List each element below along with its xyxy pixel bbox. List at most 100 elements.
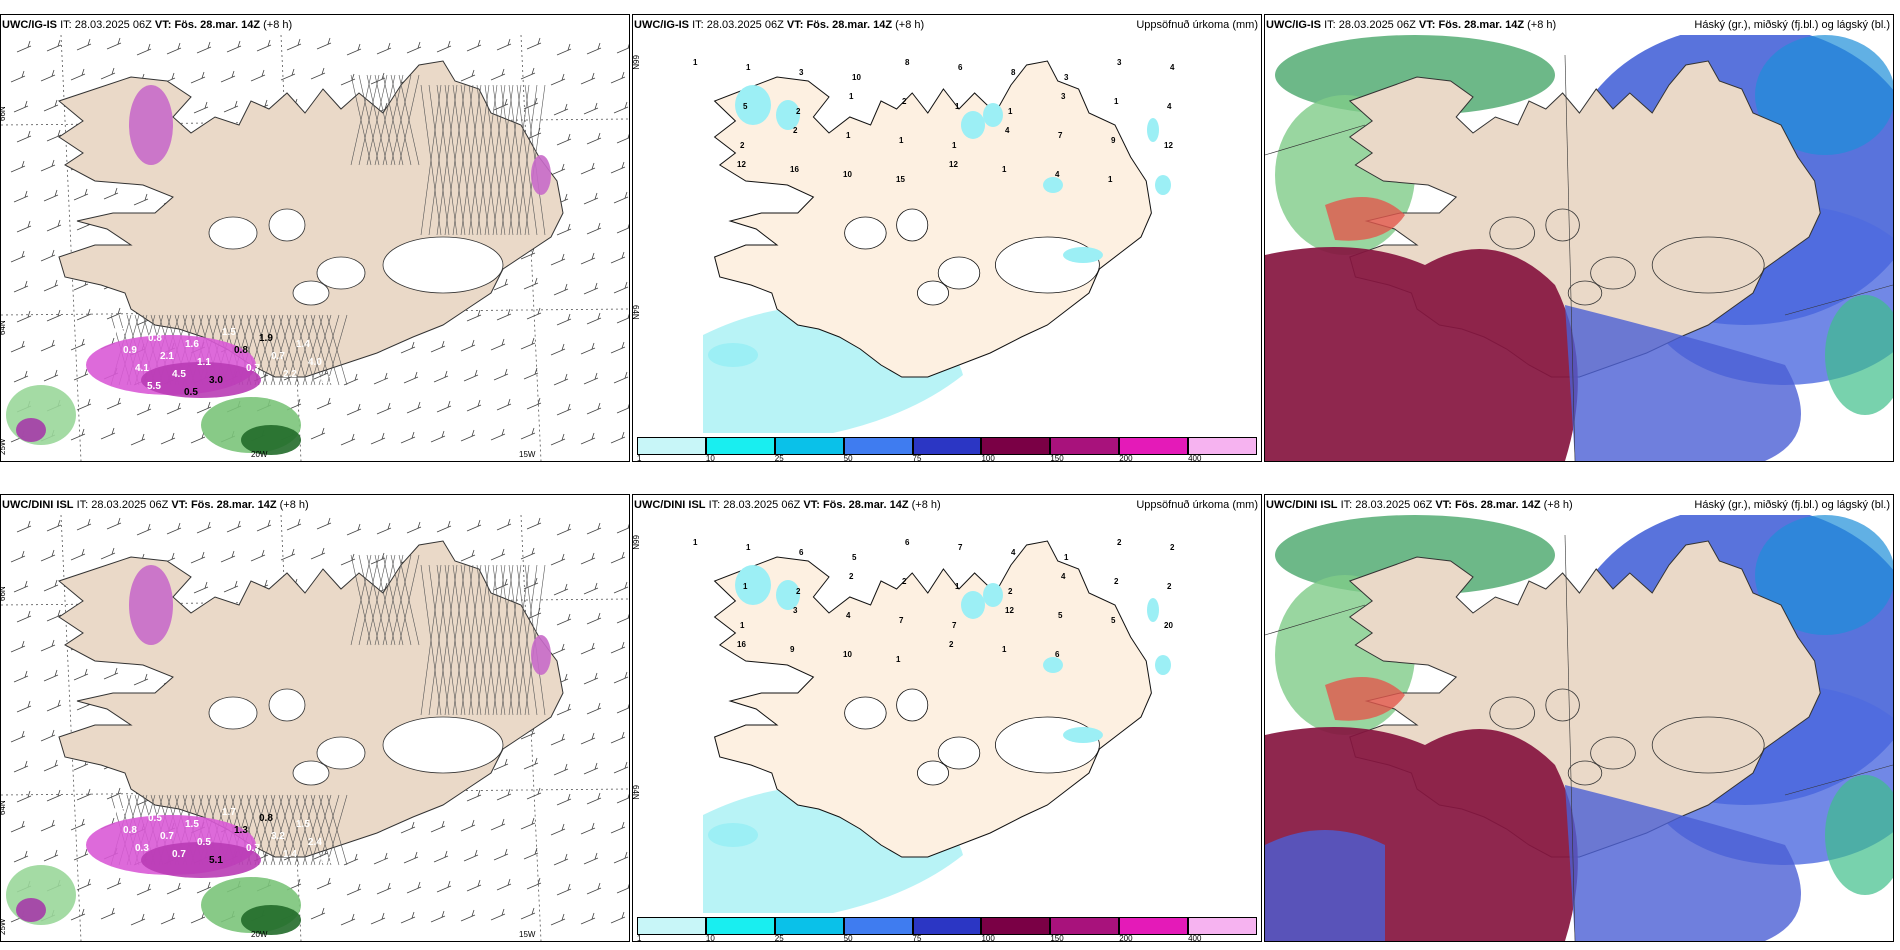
precip-value: 12 [1005, 606, 1014, 615]
precip-patch [708, 823, 758, 847]
wind-barb [556, 703, 572, 716]
iceland-land [57, 540, 564, 858]
wind-barb [610, 341, 626, 354]
precip-value: 4 [1011, 548, 1016, 557]
precip-value: 1 [1114, 97, 1119, 106]
wind-barb [106, 877, 122, 890]
valid-label: VT: [786, 19, 804, 31]
wind-barb [490, 818, 506, 831]
wind-barb [496, 398, 512, 411]
hatch-line [484, 84, 506, 236]
hatch-line [382, 74, 404, 166]
precip-value: 3 [799, 68, 804, 77]
wind-barb [376, 42, 392, 55]
wind-barb [496, 38, 512, 51]
wind-barb [13, 280, 29, 293]
cloud-area [1755, 35, 1893, 155]
wind-barb [160, 912, 176, 925]
colorbar-tick: 1 [637, 454, 642, 462]
cloud-map [1265, 35, 1893, 461]
hatch-line [492, 564, 514, 716]
precip-value: 1 [952, 141, 957, 150]
precip-value: 1 [849, 92, 854, 101]
precip-patch [1043, 657, 1063, 673]
gust-value: 0.9 [123, 345, 137, 356]
gust-value: 0.8 [148, 333, 162, 344]
colorbar-tick: 25 [774, 454, 784, 462]
lon-label: 25W [1, 918, 7, 935]
wind-barb [616, 403, 629, 414]
wind-barb [40, 249, 56, 262]
glacier [292, 760, 330, 786]
wind-barb [10, 730, 26, 743]
wind-barb [70, 68, 86, 81]
country-lines [1265, 54, 1893, 461]
wind-barb [73, 848, 89, 861]
wind-barb [40, 159, 56, 172]
wind-barb [586, 42, 602, 55]
wind-barb [40, 549, 56, 562]
colorbar-tick: 200 [1119, 934, 1133, 942]
wind-barb [133, 193, 149, 206]
wind-barb [43, 579, 59, 592]
wind-barb [556, 793, 572, 806]
wind-barb [610, 641, 626, 654]
glacier [292, 280, 330, 306]
wind-barb [76, 308, 92, 321]
wind-barb [250, 69, 266, 82]
wind-barb [340, 913, 356, 926]
wind-barb [76, 878, 92, 891]
gust-area [241, 425, 301, 455]
wind-barb [430, 340, 446, 353]
gust-shading [6, 85, 551, 455]
valid-time: Fös. 28.mar. 14Z [1438, 19, 1525, 31]
precip-panel-bottom: UWC/DINI ISL IT: 28.03.2025 06Z VT: Fös.… [632, 494, 1262, 942]
hatch-line [492, 84, 514, 236]
wind-barb [310, 907, 326, 920]
gust-value: 1.5 [185, 819, 199, 830]
gust-value: 5.5 [147, 381, 161, 392]
precip-value: 7 [952, 621, 957, 630]
precip-value: 7 [899, 616, 904, 625]
glacier [382, 716, 504, 774]
glacier [316, 736, 366, 770]
cloud-title: Háský (gr.), miðský (fj.bl.) og lágský (… [1694, 19, 1890, 31]
panel-header: UWC/IG-IS IT: 28.03.2025 06Z VT: Fös. 28… [1, 15, 629, 35]
valid-label: VT: [803, 499, 820, 511]
gust-value: 4.1 [135, 363, 149, 374]
dense-cloud-area [1325, 677, 1405, 721]
wind-barb [580, 72, 596, 85]
boundary-line [1564, 534, 1576, 941]
dense-cloud-area [1265, 830, 1385, 941]
wind-barb [340, 433, 356, 446]
wind-barb [46, 609, 62, 622]
wind-barb [40, 69, 56, 82]
hatch-line [500, 84, 522, 236]
wind-barb [553, 103, 569, 116]
wind-barb [586, 402, 602, 415]
wind-barb [406, 41, 422, 54]
wind-barb [133, 673, 149, 686]
hatch-line [278, 314, 300, 386]
wind-barb [46, 789, 62, 802]
colorbar-tick: 150 [1050, 934, 1064, 942]
hatch-line [444, 84, 466, 236]
precip-value: 2 [849, 572, 854, 581]
wind-barb [220, 550, 236, 563]
precip-colorbar: 1 10 25 50 75 100 150 200 400 [633, 913, 1261, 941]
precip-patch [1155, 175, 1171, 195]
glacier [937, 736, 981, 770]
hatch-line [366, 554, 388, 646]
wind-barb [16, 520, 32, 533]
wind-barb [76, 518, 92, 531]
wind-barb [430, 910, 446, 923]
colorbar-swatch [1119, 917, 1189, 935]
wind-barb [616, 883, 629, 894]
wind-barb [580, 252, 596, 265]
glacier [208, 216, 258, 250]
wind-barb [580, 342, 596, 355]
wind-barb [220, 70, 236, 83]
glacier [896, 688, 929, 722]
colorbar-swatch [637, 917, 706, 935]
wind-barb [196, 41, 212, 54]
